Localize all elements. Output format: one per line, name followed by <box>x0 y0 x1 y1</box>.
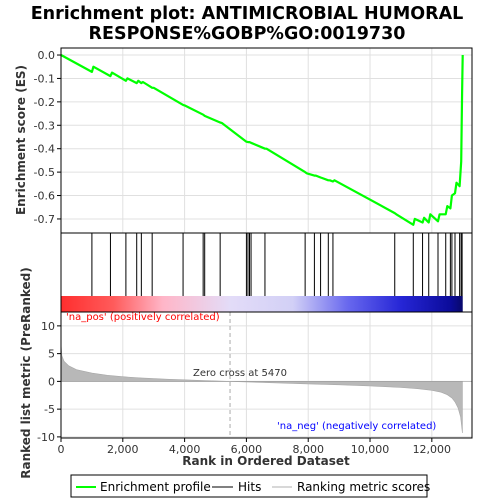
legend: Enrichment profile Hits Ranking metric s… <box>70 474 430 498</box>
x-ticks: 0 2,000 4,000 6,000 8,000 10,000 12,000 <box>58 438 452 456</box>
metric-panel <box>61 312 472 438</box>
es-y-tick-label: -0.7 <box>34 213 55 226</box>
es-y-tick-label: -0.6 <box>34 190 55 203</box>
x-tick-label: 0 <box>58 443 65 456</box>
es-y-tick-label: -0.3 <box>34 119 55 132</box>
x-tick-label: 4,000 <box>169 443 201 456</box>
zero-cross-label: Zero cross at 5470 <box>193 368 287 379</box>
enrichment-profile-line <box>60 54 464 226</box>
metric-y-ticks: 10 5 0 -5 -10 <box>37 320 61 444</box>
es-y-tick-label: -0.2 <box>34 96 55 109</box>
es-y-tick-label: 0.0 <box>38 49 56 62</box>
heatmap-bar <box>61 296 463 312</box>
na-pos-label: 'na_pos' (positively correlated) <box>66 312 220 323</box>
metric-plot-area <box>60 312 472 438</box>
x-tick-label: 10,000 <box>351 443 390 456</box>
x-axis-label: Rank in Ordered Dataset <box>182 454 350 468</box>
ranking-metric-area <box>60 343 463 434</box>
metric-y-tick-label: 10 <box>41 320 55 333</box>
metric-y-axis-label: Ranked list metric (PreRanked) <box>19 267 33 479</box>
metric-y-tick-label: 0 <box>48 375 55 388</box>
chart-title-line1: Enrichment plot: ANTIMICROBIAL HUMORAL <box>31 4 464 24</box>
es-y-ticks: 0.0 -0.1 -0.2 -0.3 -0.4 -0.5 -0.6 -0.7 <box>34 49 61 226</box>
es-y-tick-label: -0.5 <box>34 166 55 179</box>
na-neg-label: 'na_neg' (negatively correlated) <box>277 421 436 432</box>
metric-y-tick-label: -5 <box>44 403 55 416</box>
x-tick-label: 12,000 <box>413 443 452 456</box>
legend-hits-label: Hits <box>238 480 261 494</box>
chart-title-line2: RESPONSE%GOBP%GO:0019730 <box>89 24 406 44</box>
legend-profile-label: Enrichment profile <box>100 480 211 494</box>
hits-area <box>91 233 463 296</box>
x-tick-label: 6,000 <box>231 443 263 456</box>
x-tick-label: 2,000 <box>107 443 139 456</box>
metric-y-tick-label: -10 <box>37 431 55 444</box>
es-y-tick-label: -0.1 <box>34 72 55 85</box>
metric-panel-border <box>60 311 473 439</box>
es-plot-area <box>60 54 464 226</box>
ranking-heatmap <box>61 296 463 312</box>
legend-metric-label: Ranking metric scores <box>297 480 430 494</box>
metric-y-tick-label: 5 <box>48 348 55 361</box>
es-y-axis-label: Enrichment score (ES) <box>14 65 28 215</box>
legend-box <box>70 474 428 498</box>
x-tick-label: 8,000 <box>292 443 324 456</box>
es-y-tick-label: -0.4 <box>34 143 55 156</box>
